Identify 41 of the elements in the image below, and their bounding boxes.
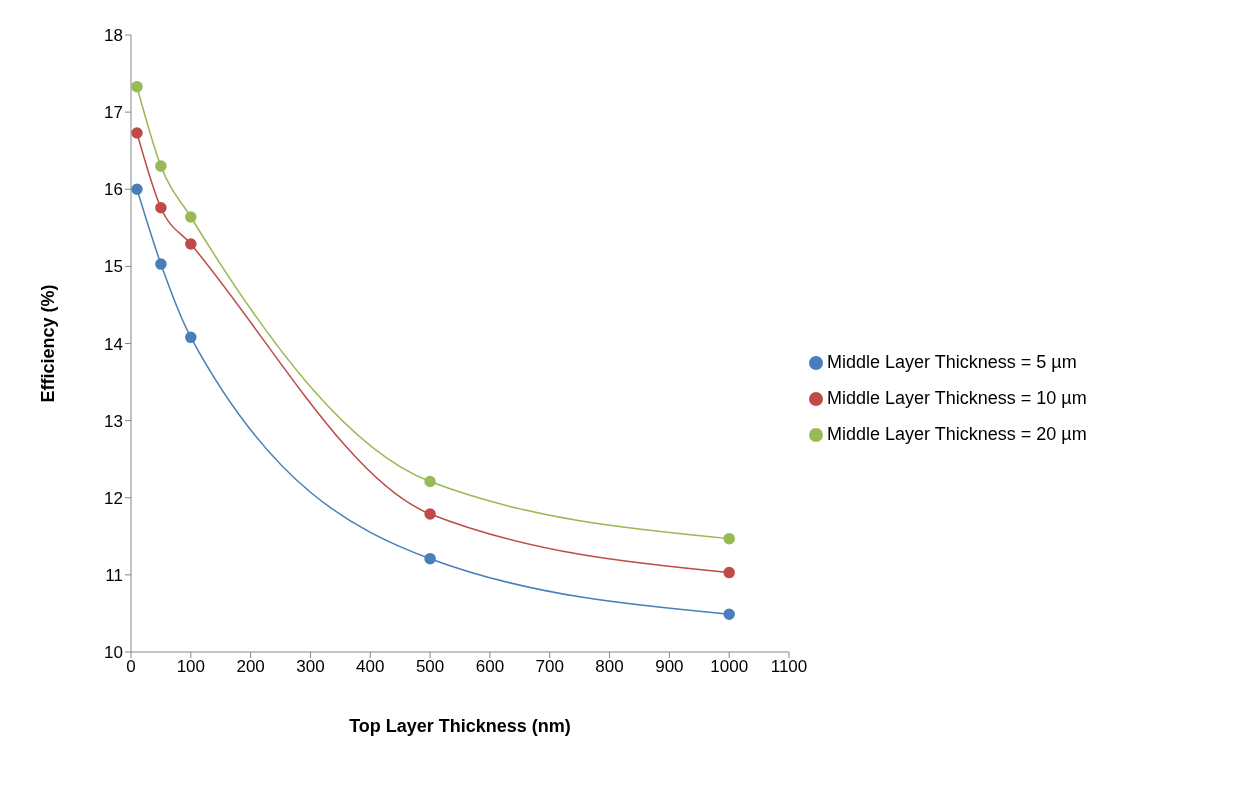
x-tick-label: 1000 [710,657,749,677]
y-tick-label: 13 [104,411,123,431]
y-tick-label: 11 [105,565,123,585]
y-tick-label: 12 [104,488,123,508]
y-tick-label: 17 [104,103,123,123]
point [185,238,197,250]
x-axis-title: Top Layer Thickness (nm) [349,716,571,736]
x-tick-label: 1100 [770,657,808,677]
x-tick-label: 0 [126,657,136,677]
point [424,508,436,520]
y-tick-label: 18 [104,26,123,46]
point [155,160,167,172]
point [131,80,143,93]
y-tick-label: 15 [104,257,123,277]
x-tick-label: 700 [535,657,564,677]
y-tick-label: 14 [104,334,123,354]
y-tick-label: 16 [104,180,123,200]
legend-label: Middle Layer Thickness = 10 µm [827,388,1087,408]
point [723,566,735,579]
x-tick-label: 100 [176,657,206,677]
y-tick-label: 10 [104,643,123,663]
point [155,202,167,214]
point [155,258,167,270]
point [131,183,143,195]
y-axis-title: Efficiency (%) [38,284,59,403]
x-tick-label: 600 [475,657,505,677]
point [723,608,735,620]
point [185,211,197,223]
point [185,331,197,344]
point [424,552,436,565]
x-tick-label: 300 [296,657,325,677]
legend-label: Middle Layer Thickness = 5 µm [827,352,1077,372]
x-tick-label: 500 [415,657,445,677]
legend-label: Middle Layer Thickness = 20 µm [827,424,1087,444]
point [131,127,143,139]
x-tick-label: 900 [655,657,684,677]
x-tick-label: 400 [356,657,385,677]
x-tick-label: 800 [595,657,624,677]
x-tick-label: 200 [236,657,265,677]
point [723,532,735,545]
point [424,475,436,488]
